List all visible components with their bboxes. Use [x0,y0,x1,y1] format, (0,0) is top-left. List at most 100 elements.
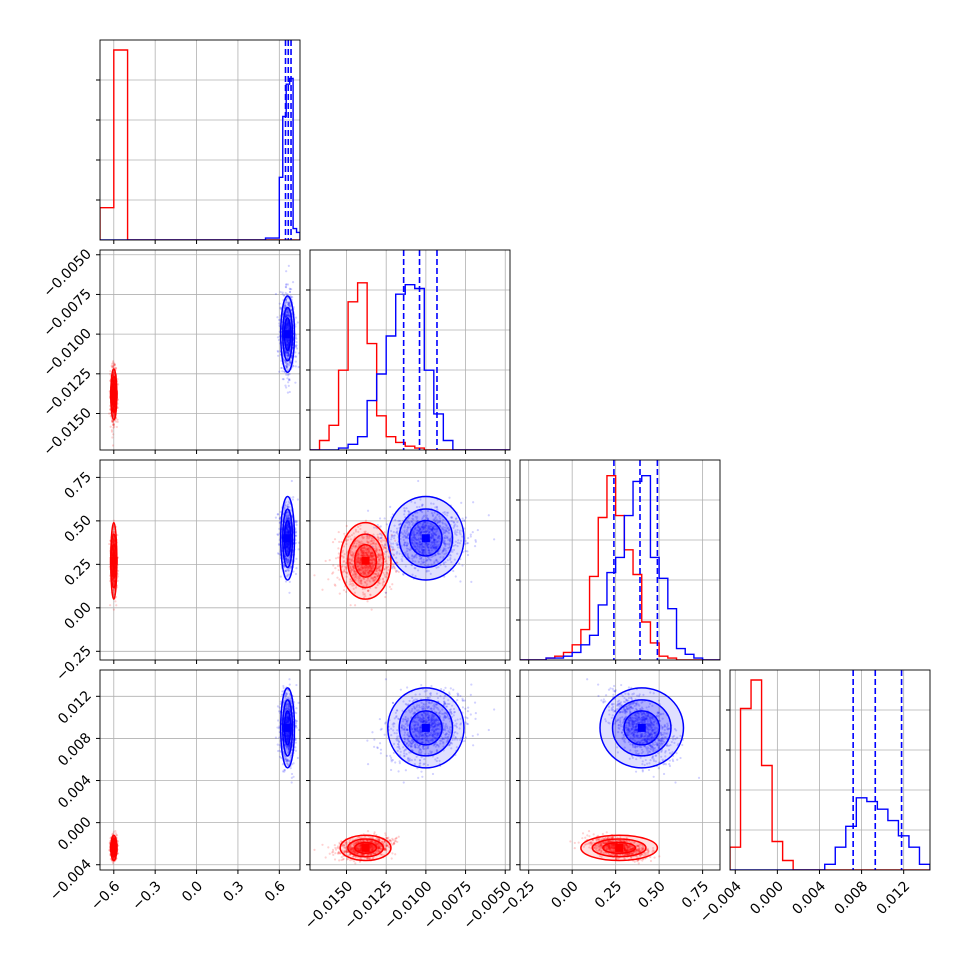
density-peak [362,557,370,565]
panel-content [108,480,303,611]
scatter-point [278,371,280,373]
scatter-point [277,534,279,536]
scatter-point [289,581,291,583]
scatter-point [295,346,297,348]
scatter-point [297,321,299,323]
scatter-point [334,585,336,587]
scatter-point [332,541,334,543]
panel-frame [100,460,300,660]
scatter-point [292,496,294,498]
scatter-point [285,374,287,376]
scatter-point [337,547,339,549]
scatter-point [278,339,280,341]
scatter-point [297,366,299,368]
scatter-point [277,336,279,338]
scatter-point [472,501,474,503]
scatter-point [338,541,340,543]
scatter-point [278,553,280,555]
scatter-point [112,444,114,446]
scatter-point [275,293,277,295]
scatter-point [335,557,337,559]
scatter-point [295,360,297,362]
scatter-point [288,379,290,381]
scatter-point [291,480,293,482]
scatter-point [470,581,472,583]
scatter-point [292,281,294,283]
panel-1-1 [306,250,510,454]
y-tick-label: 0.25 [61,556,94,589]
scatter-point [338,531,340,533]
scatter-point [113,520,115,522]
scatter-point [108,412,110,414]
panel-content [313,480,495,611]
scatter-point [377,524,379,526]
y-tick-label: 0.75 [61,469,94,502]
scatter-point [462,517,464,519]
scatter-point [346,525,348,527]
scatter-point [337,565,339,567]
panel-frame [310,250,510,450]
scatter-point [334,538,336,540]
scatter-point [297,498,299,500]
scatter-point [294,355,296,357]
scatter-point [301,350,303,352]
scatter-point [477,529,479,531]
density-peak [110,390,118,398]
scatter-point [285,580,287,582]
scatter-point [116,419,118,421]
scatter-point [279,303,281,305]
scatter-point [345,591,347,593]
scatter-point [295,573,297,575]
scatter-point [292,498,294,500]
scatter-point [277,351,279,353]
histogram-red [100,50,300,240]
scatter-point [465,517,467,519]
scatter-point [294,351,296,353]
scatter-point [282,378,284,380]
scatter-point [114,364,116,366]
scatter-point [295,567,297,569]
scatter-point [117,421,119,423]
scatter-point [110,426,112,428]
histogram-red [310,283,510,450]
panel-content [100,40,300,240]
scatter-point [277,355,279,357]
scatter-point [111,436,113,438]
scatter-point [338,569,340,571]
scatter-point [373,536,375,538]
scatter-point [301,532,303,534]
scatter-point [329,559,331,561]
scatter-point [294,382,296,384]
scatter-point [285,270,287,272]
scatter-point [116,426,118,428]
panel-content [310,250,510,450]
scatter-point [295,338,297,340]
scatter-point [279,307,281,309]
scatter-point [111,363,113,365]
panel-0-0 [96,40,300,244]
scatter-point [287,381,289,383]
scatter-point [288,592,290,594]
scatter-point [287,373,289,375]
scatter-point [278,319,280,321]
y-tick-label: 0.50 [61,512,94,545]
scatter-point [112,360,114,362]
scatter-point [287,283,289,285]
scatter-point [386,523,388,525]
scatter-point [287,392,289,394]
density-peak [284,534,292,542]
scatter-point [275,517,277,519]
scatter-point [286,293,288,295]
scatter-point [280,576,282,578]
scatter-point [460,502,462,504]
scatter-point [338,552,340,554]
scatter-point [327,578,329,580]
scatter-point [295,341,297,343]
scatter-point [285,286,287,288]
scatter-point [295,317,297,319]
histogram-blue [100,79,300,241]
scatter-point [295,558,297,560]
scatter-point [384,596,386,598]
scatter-point [115,604,117,606]
density-peak [284,330,292,338]
